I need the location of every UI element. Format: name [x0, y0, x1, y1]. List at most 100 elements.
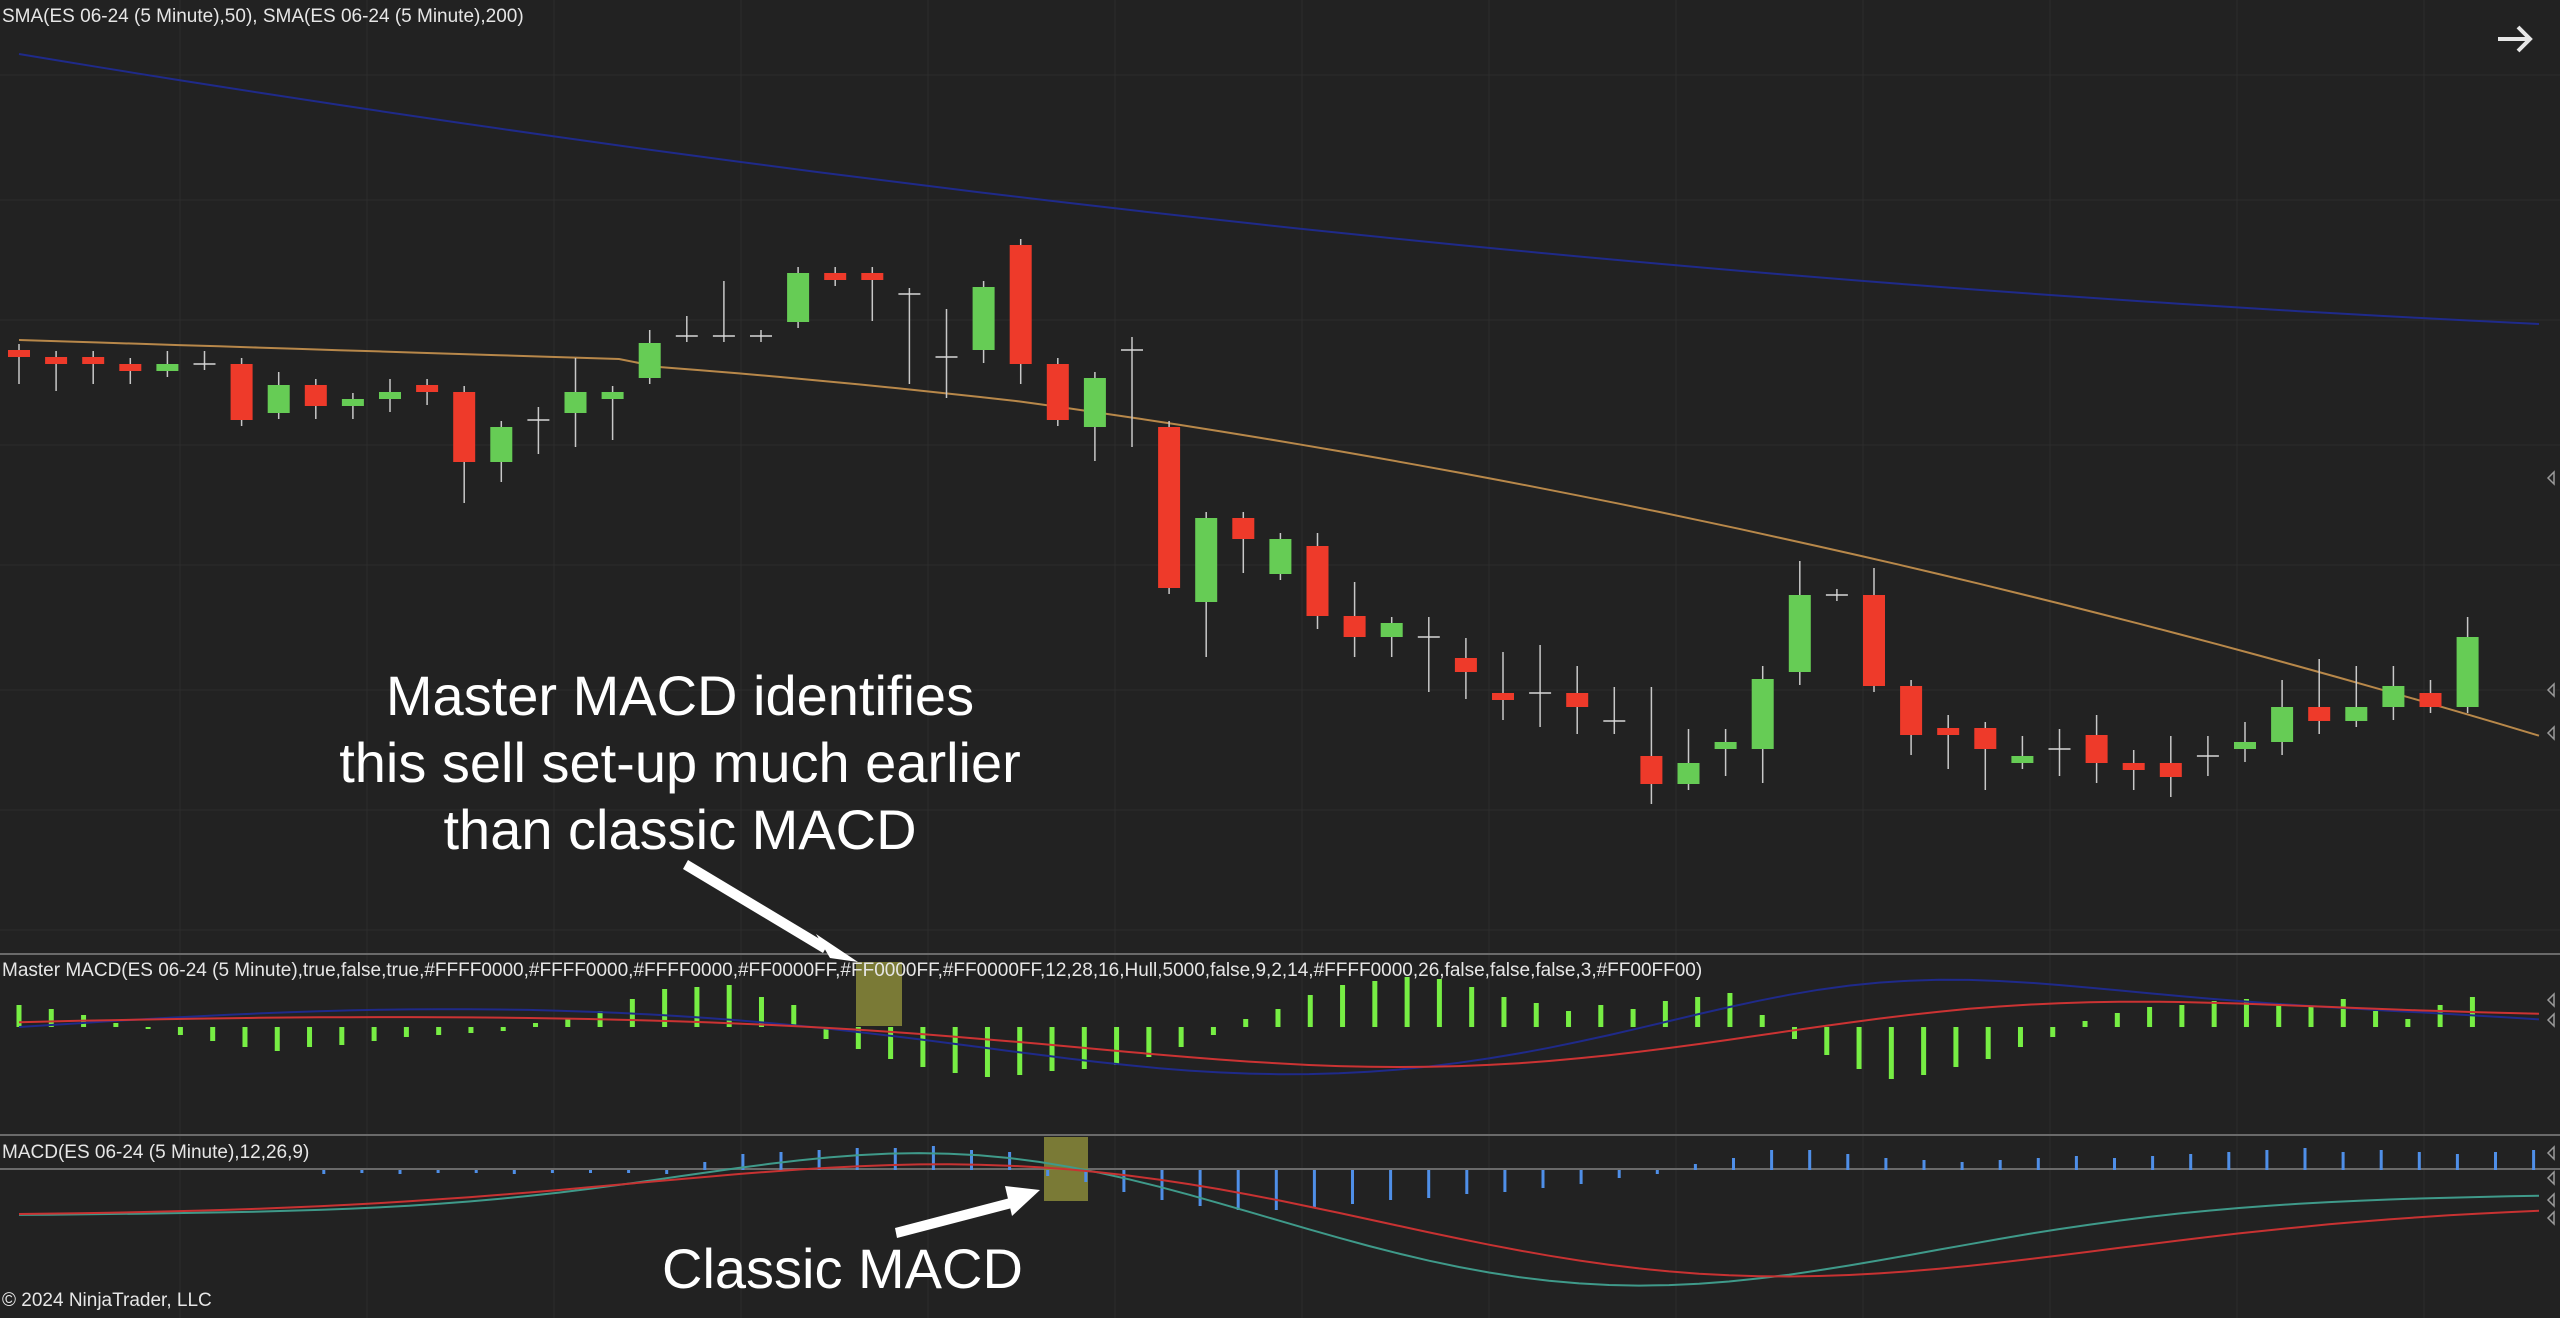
candle	[824, 267, 847, 286]
annotation-arrows	[683, 860, 1040, 1238]
candle-body	[638, 343, 661, 378]
candle	[8, 344, 30, 384]
candle	[1492, 652, 1514, 720]
candle	[1083, 372, 1106, 461]
master-macd-bar	[1856, 1027, 1862, 1069]
annotation-line-3: than classic MACD	[443, 798, 917, 861]
arrow-right-icon[interactable]	[2490, 14, 2540, 64]
master-macd-bar	[1340, 985, 1346, 1027]
candle-body	[8, 350, 30, 357]
candle-body	[2085, 735, 2108, 763]
candle	[1751, 666, 1774, 783]
master-macd-bar	[726, 985, 732, 1027]
classic-macd-bar	[512, 1170, 516, 1174]
master-macd-annotation: Master MACD identifies this sell set-up …	[300, 662, 1060, 863]
classic-macd-bar	[2265, 1150, 2269, 1170]
classic-macd-bar	[970, 1150, 973, 1170]
candle	[750, 330, 772, 342]
master-macd-bar	[1372, 981, 1378, 1027]
candle	[1900, 680, 1923, 755]
master-macd-bar	[307, 1027, 313, 1047]
classic-macd-bar	[1427, 1170, 1431, 1198]
classic-macd-bar	[703, 1162, 707, 1170]
classic-macd-bar	[665, 1170, 669, 1174]
candle	[341, 393, 364, 419]
candle-body	[1343, 616, 1366, 637]
master-macd-panel-label: Master MACD(ES 06-24 (5 Minute),true,fal…	[2, 960, 1703, 981]
classic-macd-bar	[1198, 1170, 1202, 1206]
sma-50-line	[18, 339, 2540, 737]
classic-macd-bar	[1922, 1160, 1926, 1170]
classic-macd-bar	[436, 1170, 440, 1173]
classic-macd-bar	[1541, 1170, 1545, 1188]
master-macd-bar	[823, 1027, 829, 1039]
master-macd-bar	[1275, 1009, 1281, 1027]
candle-body	[2456, 637, 2479, 707]
candle-body	[1492, 693, 1514, 700]
master-macd-bar	[242, 1027, 248, 1047]
classic-macd-bar	[2341, 1152, 2345, 1170]
edge-marker	[2546, 470, 2555, 486]
master-macd-bar	[952, 1027, 958, 1073]
candle	[1937, 715, 1960, 769]
candle-body	[1158, 427, 1181, 588]
master-macd-bar	[1566, 1011, 1572, 1027]
classic-macd-bar	[2417, 1152, 2421, 1170]
candle	[2234, 722, 2256, 762]
master-macd-bar	[2243, 999, 2249, 1027]
annotation-line-2: this sell set-up much earlier	[339, 731, 1021, 794]
master-macd-bar	[1436, 979, 1442, 1027]
candle	[2085, 715, 2108, 783]
candle	[267, 372, 290, 419]
classic-macd-bar	[2036, 1158, 2040, 1170]
master-macd-bar	[1630, 1009, 1636, 1027]
candle-body	[2345, 707, 2368, 721]
classic-macd-bar	[1770, 1150, 1774, 1170]
classic-macd-panel-label: MACD(ES 06-24 (5 Minute),12,26,9)	[2, 1142, 310, 1163]
classic-macd-bar	[398, 1170, 402, 1174]
master-macd-bar	[1759, 1015, 1765, 1027]
master-macd-bar	[1953, 1027, 1959, 1067]
candle	[1306, 533, 1329, 629]
candle	[2159, 736, 2182, 797]
candle	[1603, 687, 1626, 734]
candle-body	[2308, 707, 2331, 721]
master-macd-bar	[1178, 1027, 1184, 1047]
master-macd-bar	[1888, 1027, 1894, 1079]
master-macd-bar	[565, 1019, 571, 1027]
candle	[1046, 358, 1069, 426]
candle	[304, 379, 327, 419]
candle	[712, 281, 735, 342]
arrow-to-master-macd-head	[816, 934, 858, 962]
candle	[1121, 337, 1143, 447]
master-macd-panel	[16, 962, 2540, 1079]
candle-body	[1306, 546, 1329, 616]
classic-macd-line	[18, 1152, 2540, 1287]
master-macd-bar	[1469, 987, 1475, 1027]
classic-macd-bar	[741, 1154, 745, 1170]
classic-macd-bar	[1046, 1170, 1050, 1176]
candle-body	[1974, 728, 1997, 749]
candle	[1158, 421, 1181, 594]
candle	[898, 288, 921, 384]
arrow-to-classic-macd-head	[1005, 1186, 1040, 1216]
price-panel	[8, 53, 2540, 804]
master-macd-bar	[48, 1009, 54, 1027]
master-macd-bar	[500, 1027, 506, 1031]
classic-macd-bar	[2455, 1154, 2459, 1170]
master-macd-signal-line	[18, 1000, 2540, 1069]
master-macd-line	[18, 978, 2540, 1076]
candle	[972, 281, 995, 363]
master-macd-bar	[2373, 1011, 2379, 1027]
classic-macd-bar	[855, 1148, 859, 1170]
master-macd-bar	[2050, 1027, 2056, 1037]
master-macd-bar	[2147, 1007, 2153, 1027]
classic-macd-bar	[474, 1170, 478, 1173]
candle	[1343, 582, 1366, 657]
classic-macd-bar	[1465, 1170, 1469, 1194]
master-macd-bar	[1921, 1027, 1927, 1075]
classic-macd-bar	[2189, 1154, 2193, 1170]
candle-body	[1232, 518, 1255, 539]
candle	[675, 316, 698, 342]
classic-macd-bar	[627, 1170, 631, 1173]
